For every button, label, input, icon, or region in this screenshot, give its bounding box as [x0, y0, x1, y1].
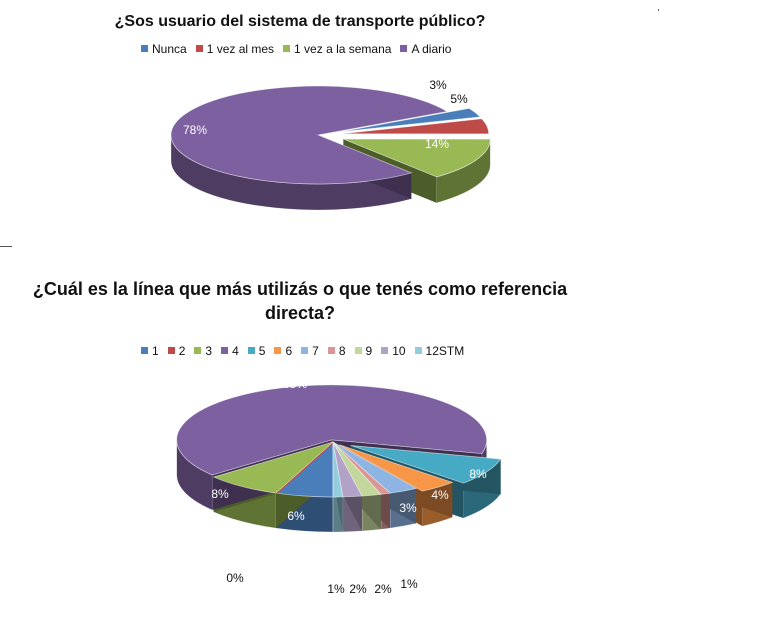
chart2-legend-item-5: 5: [247, 344, 266, 358]
chart2-legend-label: 6: [285, 344, 293, 358]
chart1-slice-1-vez-a-la-semana: [343, 138, 491, 178]
chart1-data-label-1-vez-al-mes: 5%: [450, 92, 468, 106]
chart2-data-label-10: 2%: [349, 582, 367, 596]
chart1-slice-nunca: [339, 107, 481, 133]
chart2-legend-label: 10: [392, 344, 406, 358]
chart2-slice-12stm: [332, 441, 344, 498]
chart2-legend-label: 5: [258, 344, 266, 358]
chart2-slice-6: [339, 444, 454, 492]
chart2-legend-item-4: 4: [221, 344, 239, 358]
chart2-legend-swatch: [194, 347, 202, 354]
chart2-data-label-6: 4%: [431, 488, 449, 502]
chart2-legend-item-9: 9: [354, 344, 373, 358]
chart2-data-label-7: 3%: [399, 501, 417, 515]
chart2-data-label-9: 2%: [374, 582, 392, 596]
chart2-data-label-4: 65%: [283, 377, 307, 391]
chart2-legend-swatch: [301, 347, 309, 354]
chart1-legend-item-1-vez-a-la-semana: 1 vez a la semana: [283, 42, 391, 56]
chart1-legend-label: 1 vez al mes: [206, 42, 275, 56]
chart2-legend-item-7: 7: [301, 344, 319, 358]
chart2-legend-label: 3: [205, 344, 213, 358]
chart2-legend-swatch: [221, 347, 229, 354]
chart1-slice-1-vez-al-mes: [341, 118, 490, 135]
chart2-legend-label: 8: [338, 344, 346, 358]
chart1-slice-a-diario: [170, 85, 449, 185]
stray-mark: [658, 9, 659, 11]
chart2-legend-swatch: [274, 347, 282, 354]
chart2-legend-label: 2: [178, 344, 186, 358]
chart1-legend-swatch: [195, 45, 203, 52]
chart1-data-label-nunca: 3%: [429, 78, 447, 92]
chart2-legend-item-1: 1: [141, 344, 159, 358]
chart2-data-label-5: 8%: [469, 467, 487, 481]
chart2-legend-swatch: [414, 347, 422, 354]
chart2-legend-swatch: [247, 347, 255, 354]
chart1-legend-label: 1 vez a la semana: [294, 42, 392, 56]
chart1-legend-item-a-diario: A diario: [400, 42, 451, 56]
chart1-legend-item-nunca: Nunca: [141, 42, 187, 56]
divider-mark: [0, 246, 12, 247]
chart2-legend-item-10: 10: [381, 344, 406, 358]
chart2-legend-swatch: [354, 347, 362, 354]
chart2-title: ¿Cuál es la línea que más utilizás o que…: [32, 279, 568, 323]
chart2-legend-label: 12STM: [425, 344, 465, 358]
chart1-legend-swatch: [141, 45, 148, 52]
chart2-data-label-1: 6%: [287, 509, 305, 523]
chart1-legend-label: A diario: [411, 42, 452, 56]
chart2-legend-label: 9: [365, 344, 373, 358]
chart1-legend: Nunca 1 vez al mes 1 vez a la semana A diar…: [141, 42, 460, 56]
chart2-data-label-2: 0%: [226, 571, 244, 585]
chart2-legend-swatch: [167, 347, 175, 354]
chart1-legend-swatch: [400, 45, 408, 52]
chart2-data-label-3: 8%: [211, 487, 229, 501]
chart2-data-label-12stm: 1%: [327, 582, 345, 596]
chart1-legend-item-1-vez-al-mes: 1 vez al mes: [195, 42, 275, 56]
chart2-legend-item-8: 8: [327, 344, 346, 358]
chart2-legend-swatch: [381, 347, 389, 354]
chart1-title: ¿Sos usuario del sistema de transporte p…: [114, 13, 486, 30]
chart1-legend-label: Nunca: [152, 42, 187, 56]
chart2-legend-swatch: [327, 347, 335, 354]
chart2-legend-item-2: 2: [167, 344, 186, 358]
chart1-data-label-1-vez-a-la-semana: 14%: [425, 137, 449, 151]
chart2-legend-item-6: 6: [274, 344, 292, 358]
chart2-legend-item-3: 3: [194, 344, 212, 358]
chart2-data-label-8: 1%: [400, 577, 418, 591]
chart2-legend-swatch: [141, 347, 148, 354]
chart2-legend-label: 7: [312, 344, 319, 358]
chart1-legend-swatch: [283, 45, 291, 52]
chart2-slice-3: [212, 441, 334, 494]
chart2-legend-item-12stm: 12STM: [414, 344, 465, 358]
chart2-legend: 1 2 3 4 5 6 7 8 9 10 12STM: [141, 344, 473, 358]
chart2-legend-label: 4: [232, 344, 239, 358]
chart2-slice-4: [176, 384, 488, 476]
chart2-legend-label: 1: [152, 344, 159, 358]
chart1-data-label-a-diario: 78%: [183, 123, 207, 137]
chart2-slice-5: [350, 445, 502, 484]
